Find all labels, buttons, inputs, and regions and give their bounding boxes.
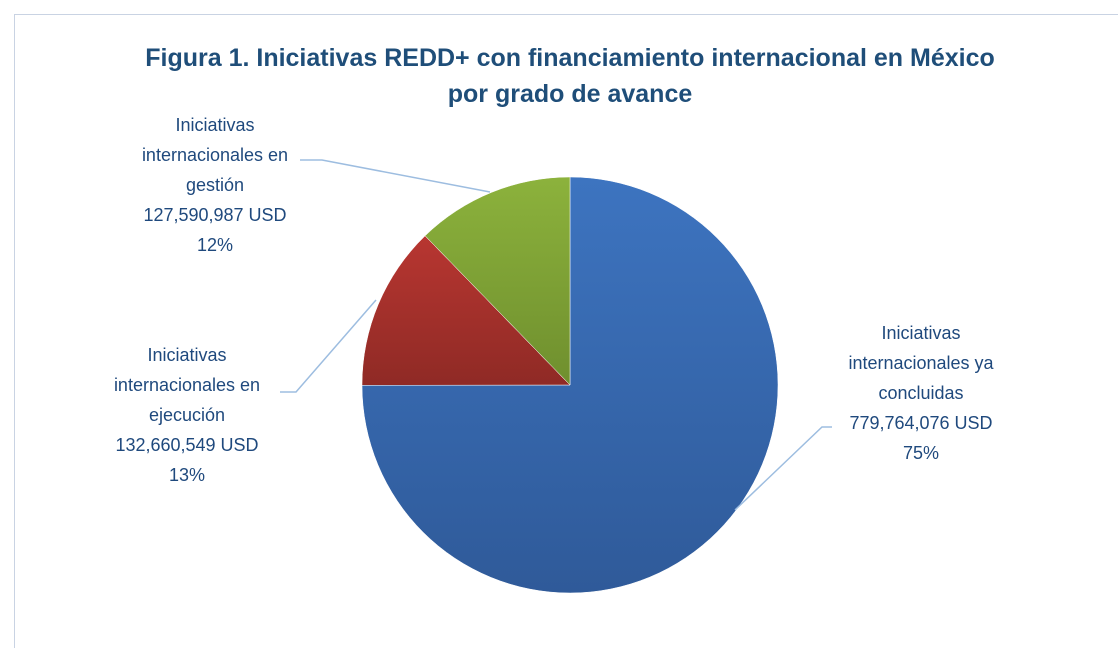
percent-label: 13%	[168, 465, 206, 485]
leader-line	[280, 299, 377, 393]
chart-title: Figura 1. Iniciativas REDD+ con financia…	[145, 44, 995, 108]
category: Iniciativas internacionales en ejecución	[113, 345, 261, 425]
percent-label: 75%	[902, 443, 940, 463]
value-label: 132,660,549 USD	[115, 435, 259, 455]
value-label: 779,764,076 USD	[849, 413, 993, 433]
leader-line	[300, 159, 491, 193]
category: Iniciativas internacionales ya concluida…	[848, 323, 994, 403]
value-label: 127,590,987 USD	[143, 205, 287, 225]
pie-slice	[424, 176, 571, 386]
leader-line	[734, 426, 832, 511]
percent-label: 12%	[196, 235, 234, 255]
pie-slice	[361, 176, 779, 594]
category: Iniciativas internacionales en gestión	[141, 115, 289, 195]
data-label: Iniciativas internacionales en gestión 12…	[120, 110, 310, 260]
data-label: Iniciativas internacionales ya concluida…	[826, 318, 1016, 468]
chart-frame	[14, 14, 1118, 648]
data-label: Iniciativas internacionales en ejecución…	[92, 340, 282, 490]
pie-slice	[361, 235, 571, 386]
